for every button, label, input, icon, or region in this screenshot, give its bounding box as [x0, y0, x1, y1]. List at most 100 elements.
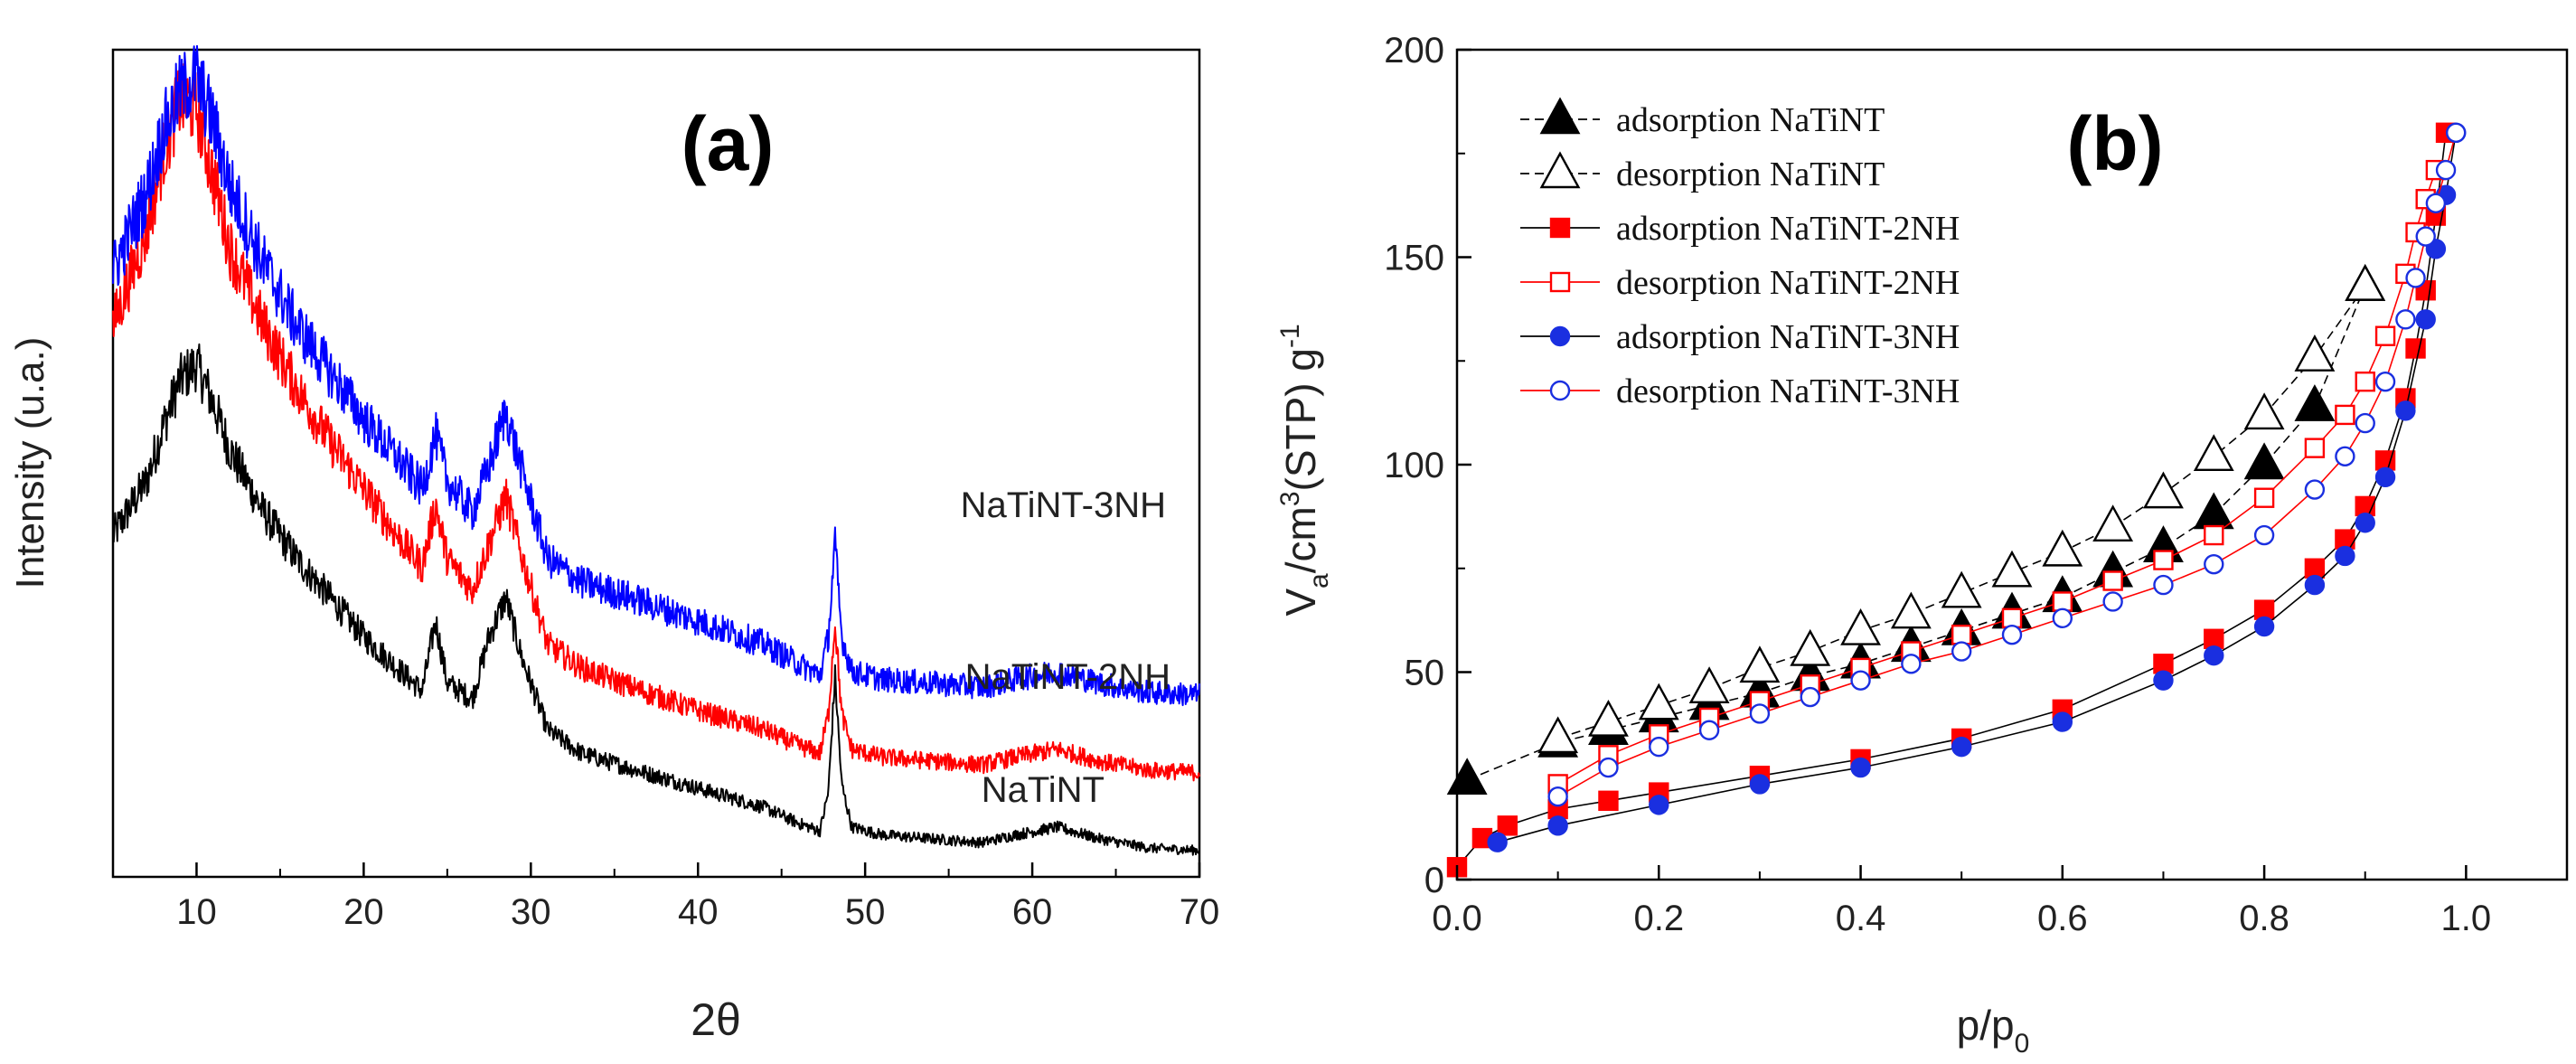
- legend-entry-desorption-natint-2nh: desorption NaTiNT-2NH: [1520, 264, 1960, 302]
- x-tick-label-b: 0.4: [1836, 899, 1886, 938]
- data-point: [1790, 628, 1831, 666]
- data-point: [2001, 624, 2023, 645]
- panel-label-a: (a): [682, 101, 775, 186]
- data-point: [2345, 264, 2386, 301]
- isotherm-adsorption-natint-3nh: [1487, 122, 2467, 852]
- data-point: [1547, 786, 1568, 807]
- data-point: [2042, 529, 2083, 567]
- data-point: [1588, 699, 1629, 737]
- x-tick-label-b: 1.0: [2441, 899, 2492, 938]
- y-axis-title-b-sub: a: [1304, 573, 1334, 588]
- data-point: [1901, 654, 1922, 674]
- y-axis-title-b-rest: (STP) g: [1277, 348, 1324, 491]
- y-axis-title-b-sup2: -1: [1275, 324, 1305, 348]
- data-point: [2052, 711, 2073, 732]
- data-point: [2153, 654, 2174, 674]
- data-point: [1890, 591, 1932, 629]
- xrd-series-group: [112, 44, 1200, 856]
- plot-frame-a: [111, 48, 1201, 879]
- data-point: [2294, 334, 2336, 372]
- data-point: [1487, 832, 1508, 852]
- x-axis-title-b-main: p/p: [1957, 1002, 2015, 1049]
- legend-entry-desorption-natint-3nh: desorption NaTiNT-3NH: [1520, 372, 1960, 410]
- y-axis-title-b-v: V: [1277, 588, 1324, 617]
- data-point: [1698, 720, 1720, 740]
- y-axis-title-a: Intensity (u.a.): [8, 337, 52, 589]
- legend-entry-adsorption-natint: adsorption NaTiNT: [1520, 97, 1885, 139]
- data-point: [2001, 607, 2023, 629]
- data-point: [2445, 122, 2467, 144]
- legend-label: adsorption NaTiNT-3NH: [1616, 318, 1960, 356]
- xrd-panel: 10 20 30 40 50 60 70 (a) Intensity (u.a.) 2θ N…: [8, 44, 1220, 1045]
- data-point: [2415, 226, 2436, 247]
- data-point: [2102, 591, 2123, 612]
- y-tick-label-b: 0: [1424, 861, 1444, 900]
- y-tick-label-b: 200: [1384, 31, 1444, 71]
- data-point: [2204, 628, 2224, 649]
- y-tick-label-b: 150: [1384, 239, 1444, 278]
- data-point: [2204, 553, 2224, 575]
- isotherm-desorption-natint-2nh: [1547, 159, 2447, 795]
- data-point: [2405, 268, 2426, 288]
- data-point: [2153, 574, 2174, 596]
- data-point: [2193, 492, 2234, 530]
- x-tick-label-a: 20: [343, 892, 384, 932]
- x-tick-label-b: 0.6: [2037, 899, 2088, 938]
- x-tick-label-a: 30: [511, 892, 551, 932]
- x-tick-label-a: 70: [1180, 892, 1220, 932]
- data-point: [2153, 670, 2174, 691]
- data-point: [2204, 524, 2224, 546]
- legend: adsorption NaTiNT desorption NaTiNT adsorp…: [1520, 97, 1960, 410]
- panel-label-b: (b): [2066, 101, 2163, 186]
- data-point: [2304, 479, 2326, 500]
- xrd-trace-natint-2nh: [112, 62, 1200, 782]
- legend-entry-desorption-natint: desorption NaTiNT: [1520, 151, 1885, 193]
- data-point: [1840, 607, 1881, 645]
- data-point: [2092, 504, 2134, 542]
- legend-label: adsorption NaTiNT-2NH: [1616, 210, 1960, 248]
- legend-label: desorption NaTiNT-2NH: [1616, 264, 1960, 302]
- legend-marker: [1549, 380, 1571, 401]
- data-point: [1688, 666, 1730, 704]
- data-point: [1991, 550, 2033, 588]
- series-label-natint-3nh: NaTiNT-3NH: [961, 485, 1166, 525]
- isotherm-line-desorption-natint-2nh: [1557, 169, 2437, 786]
- x-axis-title-b: p/p0: [1957, 1002, 2030, 1059]
- data-point: [1850, 757, 1871, 778]
- data-point: [1739, 645, 1781, 683]
- legend-marker: [1539, 151, 1581, 189]
- data-point: [1951, 736, 1972, 758]
- data-point: [1598, 790, 1619, 811]
- y-axis-title-b: Va/cm3(STP) g-1: [1275, 324, 1334, 616]
- y-axis-title-b-mid: /cm: [1277, 506, 1324, 573]
- data-point: [2355, 412, 2375, 434]
- data-point: [2304, 558, 2326, 579]
- data-point: [2395, 400, 2416, 421]
- x-tick-label-b: 0.8: [2239, 899, 2289, 938]
- x-axis-ticks-a: 10 20 30 40 50 60 70: [112, 862, 1220, 932]
- data-point: [2243, 442, 2285, 480]
- data-point: [2304, 438, 2326, 458]
- data-point: [1800, 686, 1820, 708]
- data-point: [1446, 758, 1488, 796]
- data-point: [2294, 384, 2336, 421]
- data-point: [2425, 193, 2447, 214]
- legend-entry-adsorption-natint-3nh: adsorption NaTiNT-3NH: [1520, 318, 1960, 356]
- legend-label: desorption NaTiNT: [1616, 155, 1885, 193]
- data-point: [2153, 550, 2174, 570]
- legend-label: desorption NaTiNT-3NH: [1616, 372, 1960, 410]
- data-point: [2253, 487, 2275, 508]
- data-point: [1649, 795, 1669, 815]
- data-point: [1547, 815, 1568, 836]
- xrd-trace-natint: [112, 343, 1200, 856]
- x-axis-title-a: 2θ: [691, 994, 741, 1045]
- data-point: [1749, 703, 1771, 724]
- legend-marker: [1549, 217, 1571, 239]
- data-point: [2304, 574, 2326, 596]
- isotherm-series-group: [1446, 122, 2467, 878]
- data-point: [1649, 736, 1669, 758]
- data-point: [1537, 716, 1579, 754]
- data-point: [2355, 372, 2375, 392]
- data-point: [1951, 624, 1972, 645]
